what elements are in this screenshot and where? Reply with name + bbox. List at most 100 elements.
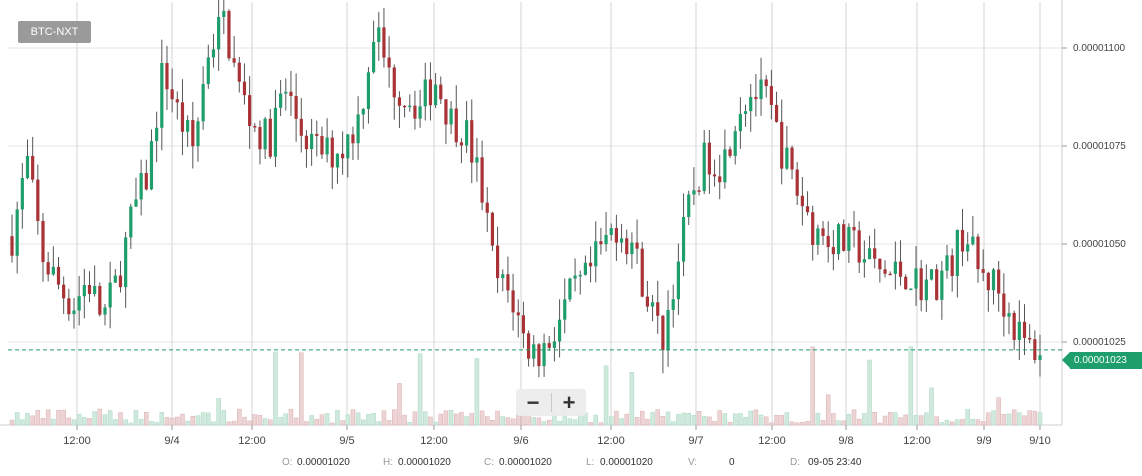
candle-up	[785, 147, 789, 169]
volume-label: V:	[688, 457, 698, 468]
price-tick-label: 0.00001025	[1073, 337, 1126, 348]
candle-down	[1002, 293, 1006, 317]
candle-down	[454, 108, 458, 143]
candle-up	[464, 120, 469, 146]
volume-bar	[810, 346, 815, 426]
volume-bar	[820, 420, 826, 426]
volume-bar	[1001, 414, 1007, 426]
volume-bar	[200, 412, 206, 426]
time-tick-label: 12:00	[903, 435, 931, 447]
volume-bar	[862, 413, 867, 426]
volume-bar	[665, 411, 671, 426]
volume-bar	[753, 409, 759, 426]
volume-bar	[851, 409, 857, 426]
volume-bar	[1027, 410, 1032, 426]
candle-up	[681, 216, 686, 262]
volume-bar	[190, 416, 196, 426]
volume-bar	[696, 411, 702, 426]
candle-up	[51, 266, 55, 275]
candle-up	[847, 226, 851, 251]
candle-up	[217, 17, 221, 50]
volume-bar	[102, 414, 108, 426]
volume-bar	[423, 411, 428, 426]
candle-down	[1028, 337, 1032, 340]
volume-bar	[836, 420, 841, 426]
volume-bar	[386, 420, 392, 426]
zoom-controls: − +	[516, 389, 586, 416]
candle-up	[1007, 312, 1011, 317]
zoom-in-button[interactable]: +	[562, 390, 576, 415]
candle-up	[103, 307, 107, 315]
volume-bar	[433, 421, 438, 426]
candle-down	[960, 229, 965, 252]
candle-up	[692, 190, 696, 195]
volume-bar	[35, 409, 41, 426]
candle-down	[175, 99, 179, 103]
open-label: O:	[282, 457, 293, 468]
candle-down	[831, 247, 835, 255]
candle-up	[201, 84, 205, 122]
volume-bar	[546, 419, 552, 426]
candle-up	[433, 84, 438, 106]
close-label: C:	[484, 457, 494, 468]
volume-bar	[92, 411, 97, 426]
candle-down	[444, 99, 448, 125]
candle-up	[909, 288, 913, 291]
volume-bar	[61, 409, 66, 426]
pair-button[interactable]: BTC-NXT	[18, 21, 91, 43]
volume-bar	[45, 409, 51, 426]
candle-down	[537, 344, 541, 367]
candle-up	[836, 224, 841, 255]
candle-down	[191, 120, 195, 147]
volume-bar	[66, 417, 72, 426]
volume-bar	[934, 416, 939, 426]
candle-down	[397, 97, 402, 106]
date-label: D:	[790, 457, 800, 468]
grid	[0, 0, 1063, 426]
volume-bar	[614, 410, 619, 426]
volume-bar	[794, 422, 800, 426]
volume-bar	[629, 372, 635, 426]
volume-bar	[154, 422, 159, 426]
candle-down	[46, 262, 50, 275]
volume-bar	[763, 416, 769, 426]
volume-bar	[769, 422, 774, 426]
volume-bar	[500, 416, 506, 426]
candle-up	[702, 142, 706, 192]
volume-bar	[237, 408, 242, 426]
volume-bar	[536, 417, 542, 426]
candle-down	[413, 105, 417, 119]
candle-down	[253, 125, 257, 128]
candle-down	[67, 298, 71, 315]
candle-down	[780, 121, 784, 169]
time-tick-label: 12:00	[758, 435, 786, 447]
volume-bar	[986, 412, 991, 426]
candle-up	[991, 269, 996, 291]
candle-down	[459, 142, 464, 146]
volume-bar	[345, 414, 351, 426]
candle-up	[418, 106, 422, 119]
volume-bar	[252, 414, 258, 426]
candle-down	[330, 137, 334, 168]
candle-up	[15, 209, 19, 256]
candle-down	[118, 275, 123, 288]
volume-bar	[428, 416, 433, 426]
volume-bar	[639, 410, 645, 426]
volume-bar	[216, 398, 221, 426]
candle-down	[599, 241, 603, 245]
volume-bar	[800, 422, 805, 426]
candle-up	[594, 241, 598, 267]
volume-bar	[485, 416, 490, 426]
candle-up	[82, 285, 86, 297]
volume-bar	[701, 416, 707, 426]
volume-bar	[975, 419, 981, 426]
volume-bar	[738, 413, 743, 426]
candle-up	[619, 238, 624, 243]
candle-down	[935, 269, 939, 300]
candle-down	[852, 226, 856, 231]
volume-bar	[448, 410, 454, 426]
zoom-out-button[interactable]: −	[526, 390, 540, 415]
volume-bar	[128, 422, 134, 426]
candle-up	[475, 157, 479, 163]
